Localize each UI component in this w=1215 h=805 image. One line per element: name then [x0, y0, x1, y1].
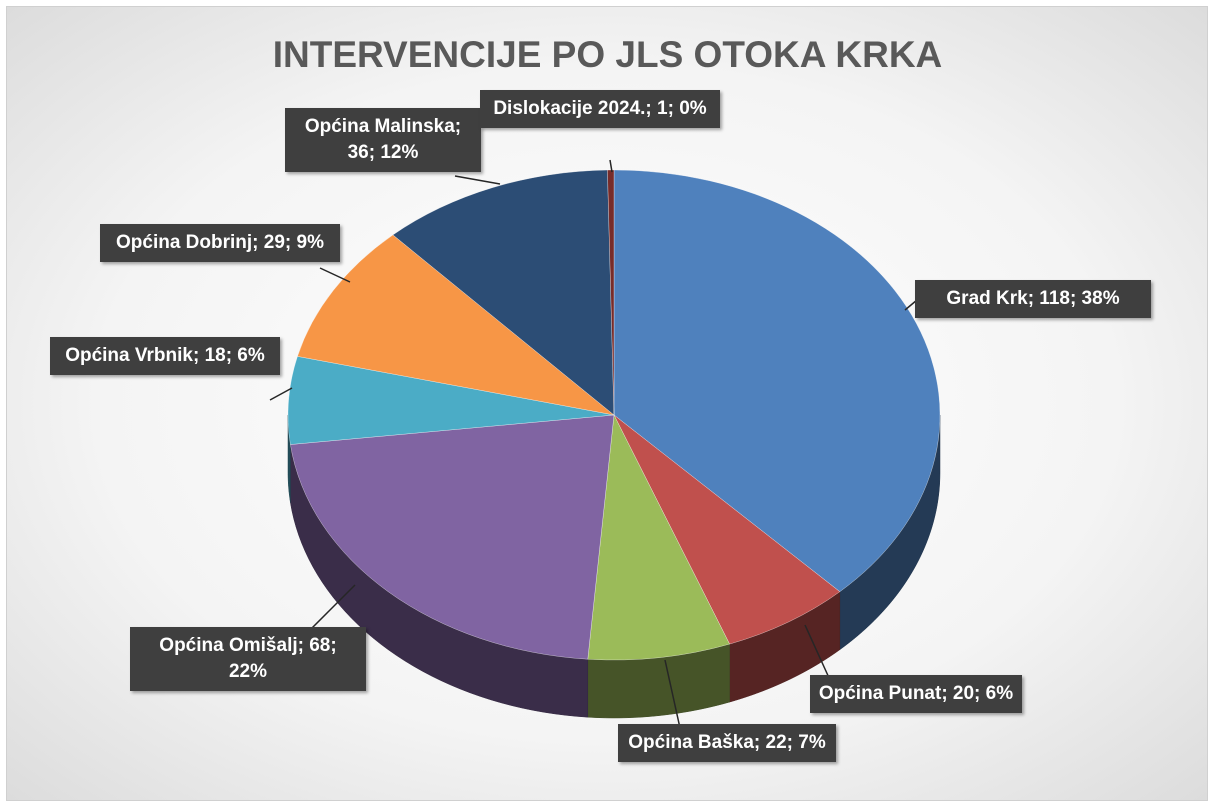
slice — [290, 414, 615, 660]
chart-title: INTERVENCIJE PO JLS OTOKA KRKA — [272, 34, 943, 75]
leader-line — [804, 624, 831, 681]
leader-line — [319, 267, 351, 283]
data-label: Općina Omišalj; 68; 22% — [130, 627, 366, 691]
slice — [607, 169, 615, 416]
data-label: Općina Baška; 22; 7% — [618, 724, 836, 762]
data-label: Općina Dobrinj; 29; 9% — [100, 224, 340, 262]
leader-line — [269, 387, 293, 401]
slice — [613, 169, 941, 592]
slice — [587, 414, 730, 661]
slice — [297, 234, 615, 416]
data-label: Grad Krk; 118; 38% — [915, 280, 1151, 318]
data-label: Općina Malinska; 36; 12% — [285, 108, 481, 172]
data-label: Dislokacije 2024.; 1; 0% — [480, 90, 720, 128]
leader-line — [664, 659, 681, 729]
slice — [392, 169, 615, 416]
slice — [613, 414, 841, 645]
data-label: Općina Vrbnik; 18; 6% — [50, 337, 280, 375]
data-label: Općina Punat; 20; 6% — [810, 675, 1022, 713]
leader-line — [454, 175, 501, 185]
leader-line — [609, 159, 613, 173]
